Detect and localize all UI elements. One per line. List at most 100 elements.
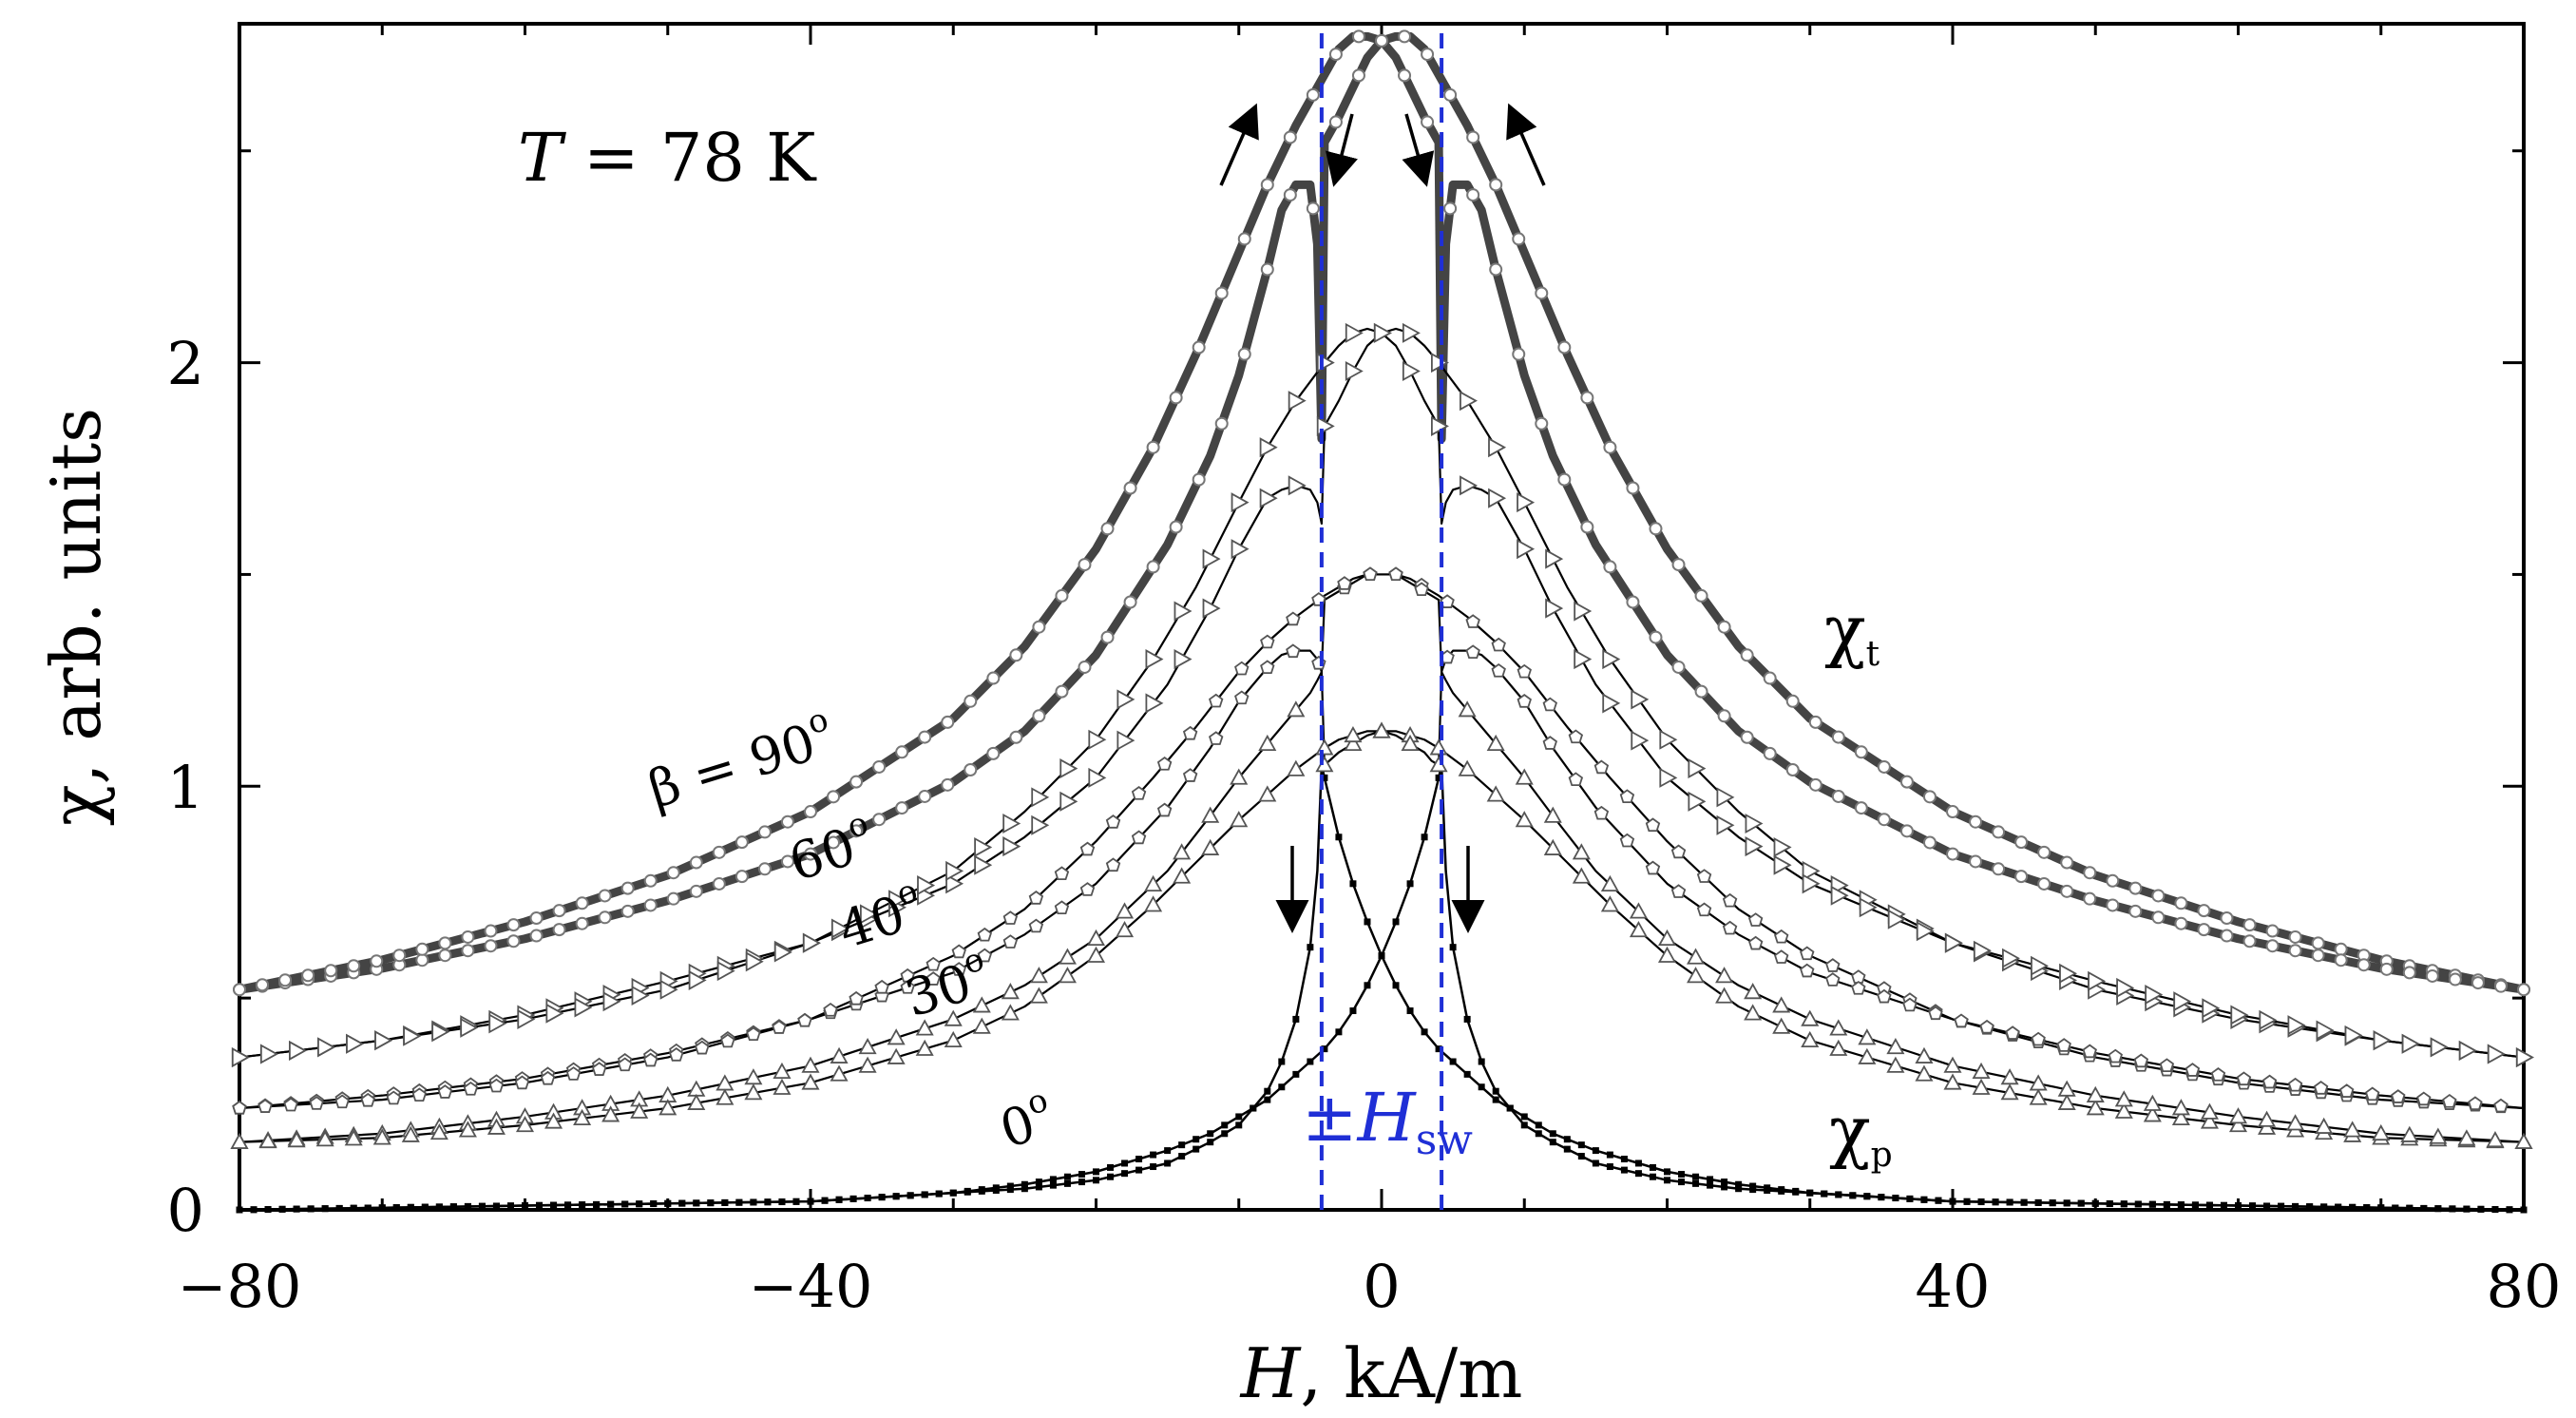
data-point [1088,767,1107,788]
data-point [2406,1204,2414,1212]
data-point [1431,353,1449,374]
data-point [1634,1170,1642,1178]
data-point [1278,1083,1286,1091]
data-point [1234,661,1250,676]
data-point [2311,949,2325,963]
data-point [602,991,621,1012]
data-point [1851,980,1866,995]
y-tick-label: 1 [167,753,204,822]
data-point [1649,1163,1656,1171]
data-point [1678,1171,1686,1178]
data-point [1902,997,1918,1012]
data-point [945,873,964,894]
data-point [575,916,589,930]
data-point [1744,983,1763,1000]
data-point [1032,620,1046,634]
data-point [1992,1198,1999,1206]
sweep-arrows [1219,103,1546,933]
data-point [2000,1083,2019,1101]
data-point [1943,1073,1962,1090]
data-point [1414,582,1429,597]
data-point [887,1047,906,1064]
angle-40-label-group: 40o [831,872,922,960]
data-point [401,1125,420,1142]
data-point [1969,854,1983,869]
data-point [1992,825,2006,839]
data-point [575,896,589,910]
data-point [2034,1198,2042,1206]
data-point [849,990,864,1006]
data-point [1201,806,1220,823]
data-point [1107,1163,1115,1171]
data-point [944,1030,963,1048]
data-point [492,1202,500,1210]
data-point [1830,885,1849,906]
data-point [1150,1151,1157,1159]
data-point [1649,630,1663,644]
data-point [2463,1205,2471,1213]
data-point [1671,558,1686,572]
data-point [1745,836,1764,857]
data-point [1687,967,1706,984]
data-point [1287,759,1306,776]
data-point [1078,1178,1085,1186]
data-point [478,1202,486,1210]
data-point [750,1198,757,1206]
data-point [1021,1185,1028,1193]
data-point [278,1205,286,1213]
data-point [2430,1037,2449,1058]
data-point [2014,870,2029,884]
data-point [2313,1081,2329,1095]
data-point [1688,791,1707,812]
data-point [1315,738,1334,756]
data-point [607,1200,615,1208]
data-point [757,862,772,876]
data-point [1221,1121,1229,1129]
data-point [830,918,849,939]
data-point [598,889,612,903]
data-point [695,1040,710,1055]
data-point [2420,1204,2428,1212]
data-point [1785,694,1800,708]
data-point [1259,437,1278,458]
data-point [1664,1177,1670,1184]
data-point [1328,48,1343,62]
data-point [2220,1201,2227,1209]
data-point [1465,644,1480,660]
data-point [2191,1201,2199,1209]
data-point [1202,548,1221,569]
data-point [1592,1159,1599,1167]
data-point [620,881,635,895]
data-point [1349,880,1357,888]
data-point [464,1202,471,1210]
data-point [1535,1121,1542,1129]
data-point [1692,1173,1700,1180]
data-point [1214,416,1229,431]
data-point [1202,598,1221,619]
data-point [1466,188,1480,202]
data-point [1193,1145,1200,1153]
data-point [2320,1203,2328,1211]
data-point [1657,946,1677,963]
data-point [2143,1105,2162,1122]
data-point [2468,1096,2483,1111]
data-point [720,1033,735,1048]
data-point [1123,595,1137,609]
data-point [1593,759,1610,775]
data-point [945,860,964,881]
data-point [461,929,475,944]
data-point [591,1062,607,1076]
data-point [1744,1004,1763,1021]
data-point [1877,813,1891,827]
data-point [2506,1206,2513,1214]
data-point [1086,946,1106,963]
data-point [2108,1048,2124,1064]
data-point [1208,731,1224,745]
data-point [346,1033,365,1054]
x-axis-title: H, kA/m [1239,1333,1523,1413]
data-point [1105,857,1121,872]
data-point [1031,787,1050,808]
data-point [1517,492,1536,513]
data-point [2143,1094,2162,1111]
